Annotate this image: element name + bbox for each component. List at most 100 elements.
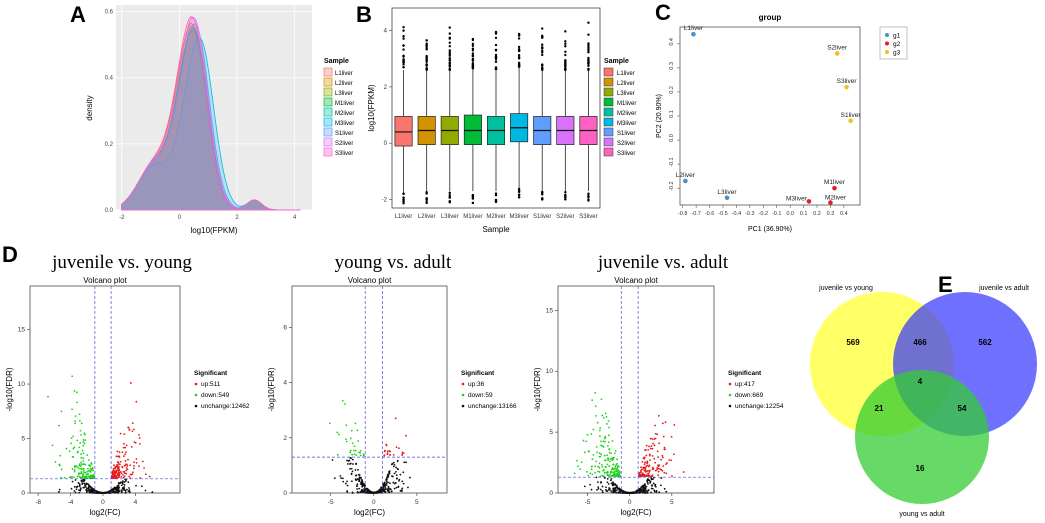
volcano-point-down xyxy=(594,471,596,474)
volcano-point-down xyxy=(78,413,81,416)
volcano-point-down xyxy=(84,475,87,478)
pca-point-M1liver xyxy=(832,185,837,191)
volcano-point-down xyxy=(600,444,603,447)
volcano-point-unchange xyxy=(79,488,82,491)
volcano-point-up xyxy=(125,444,128,447)
boxplot-outlier-point xyxy=(564,40,567,43)
boxplot-y-tick: -2 xyxy=(382,198,388,204)
volcano-point-down xyxy=(74,422,77,425)
volcano-legend-dot xyxy=(461,393,465,397)
volcano-point-up xyxy=(651,466,654,469)
density-legend-label: S3liver xyxy=(335,151,353,157)
boxplot-outlier-point xyxy=(541,67,544,71)
boxplot-outlier-point xyxy=(494,67,498,70)
volcano-point-unchange xyxy=(615,484,617,487)
volcano-point-down xyxy=(604,435,607,438)
boxplot-outlier-point xyxy=(564,60,567,64)
boxplot-outlier-point xyxy=(402,66,405,69)
volcano-point-up xyxy=(648,445,650,448)
volcano-point-up xyxy=(394,417,397,420)
volcano-point-unchange xyxy=(114,487,117,489)
volcano-point-unchange xyxy=(125,488,128,491)
volcano-point-up xyxy=(138,465,140,468)
volcano-point-up xyxy=(647,449,650,451)
boxplot-outlier-point xyxy=(448,52,451,56)
pca-x-tick: 0.0 xyxy=(786,211,794,217)
boxplot-legend-label: L1liver xyxy=(617,71,635,77)
volcano-point-unchange xyxy=(127,481,130,484)
volcano-point-down xyxy=(81,473,84,476)
volcano-point-up xyxy=(651,438,654,440)
volcano-point-up xyxy=(653,438,656,441)
volcano-point-down xyxy=(612,463,615,466)
volcano-point-down xyxy=(606,471,609,474)
volcano-point-unchange xyxy=(607,483,610,485)
boxplot-outlier-point xyxy=(517,53,521,57)
volcano-point-unchange xyxy=(644,487,647,490)
volcano-point-up xyxy=(124,446,127,449)
volcano-point-unchange xyxy=(389,482,391,485)
volcano-point-down xyxy=(68,450,71,453)
boxplot-outlier-point xyxy=(494,48,498,52)
volcano-point-unchange xyxy=(85,489,88,492)
volcano-point-unchange xyxy=(658,491,661,494)
volcano-point-up xyxy=(113,469,115,472)
venn-set-c xyxy=(855,370,989,504)
volcano-point-unchange xyxy=(623,491,626,494)
volcano-point-down xyxy=(580,461,583,464)
volcano-point-unchange xyxy=(365,490,367,493)
volcano-point-up xyxy=(663,446,666,449)
venn-count-a-only: 569 xyxy=(846,338,860,347)
volcano-point-unchange xyxy=(393,487,396,490)
boxplot-legend-label: L2liver xyxy=(617,81,635,87)
boxplot-x-tick: M2liver xyxy=(486,214,505,220)
volcano-point-down xyxy=(608,426,610,429)
panel-label-d: D xyxy=(2,242,18,267)
volcano-point-unchange xyxy=(396,477,398,480)
density-legend-swatch xyxy=(323,97,333,107)
volcano-point-unchange xyxy=(660,477,663,479)
volcano-point-down xyxy=(89,467,92,470)
volcano-point-down xyxy=(608,451,611,454)
boxplot-outlier-point xyxy=(402,44,405,47)
volcano-point-unchange xyxy=(361,481,364,484)
volcano-point-down xyxy=(89,475,92,478)
volcano-point-unchange xyxy=(124,491,127,494)
volcano-point-unchange xyxy=(621,490,624,493)
volcano-point-unchange xyxy=(120,484,123,487)
volcano-point-down xyxy=(80,470,83,473)
volcano-legend-label: up:36 xyxy=(468,381,485,388)
volcano-legend-title: Significant xyxy=(461,370,495,377)
volcano-point-unchange xyxy=(108,491,111,494)
volcano-point-up xyxy=(671,475,673,478)
volcano-point-unchange xyxy=(120,489,123,492)
volcano-point-down xyxy=(604,412,607,415)
boxplot-outlier-point xyxy=(587,58,590,61)
volcano-point-unchange xyxy=(118,486,120,489)
volcano-point-unchange xyxy=(606,481,609,484)
volcano-point-unchange xyxy=(331,459,334,461)
volcano-point-up xyxy=(133,461,135,464)
boxplot-x-tick: L3liver xyxy=(441,214,459,220)
volcano-point-down xyxy=(591,399,594,402)
volcano-point-down xyxy=(80,433,82,436)
volcano-point-unchange xyxy=(616,485,618,488)
boxplot-outlier-point xyxy=(471,52,475,55)
volcano-point-unchange xyxy=(346,490,348,492)
volcano-point-down xyxy=(84,433,86,436)
pca-x-tick: 0.4 xyxy=(840,211,848,217)
volcano-point-unchange xyxy=(355,462,358,465)
volcano-point-unchange xyxy=(357,480,360,482)
volcano-point-up xyxy=(138,437,141,439)
volcano-point-down xyxy=(598,462,601,465)
boxplot-outlier-point xyxy=(471,64,475,67)
boxplot-outlier-point xyxy=(587,33,590,36)
volcano-point-down xyxy=(85,473,88,476)
volcano-point-unchange xyxy=(76,485,79,488)
volcano-point-unchange xyxy=(615,489,618,492)
volcano-point-down xyxy=(80,453,82,456)
volcano-x-tick: -5 xyxy=(585,499,591,506)
boxplot-outlier-point xyxy=(425,190,428,194)
density-legend-swatch xyxy=(323,77,333,87)
volcano-point-down xyxy=(601,463,603,466)
